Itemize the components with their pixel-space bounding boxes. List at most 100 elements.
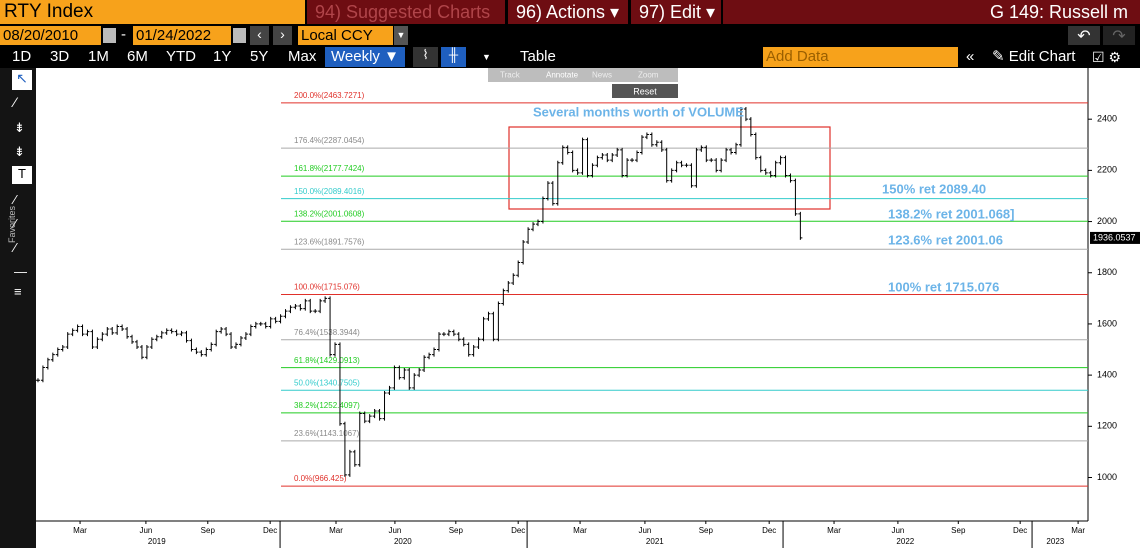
price-bar	[268, 316, 273, 329]
collapse[interactable]: «	[966, 48, 975, 65]
dropdown[interactable]: ▼	[394, 26, 408, 45]
y-tick-label: 2400	[1097, 114, 1117, 124]
price-bar	[486, 311, 491, 321]
price-bar	[501, 288, 506, 306]
price-bar	[397, 365, 402, 380]
price-bar	[605, 153, 610, 163]
calendar-icon[interactable]	[103, 28, 116, 43]
price-bar	[65, 332, 70, 349]
price-bar	[328, 296, 333, 357]
price-bar	[298, 304, 303, 311]
price-bar	[580, 137, 585, 175]
dash: -	[121, 26, 126, 43]
period-button[interactable]: Max	[288, 48, 317, 65]
tool-icons[interactable]: ☑ ⚙	[1092, 49, 1121, 65]
line-icon[interactable]: ⌇	[413, 47, 438, 67]
x-tick-label: Dec	[263, 526, 277, 535]
tool[interactable]: ⁄	[14, 216, 17, 231]
edit-chart[interactable]: ✎ Edit Chart	[992, 48, 1076, 65]
price-bar	[263, 321, 268, 329]
annotation: 138.2% ret 2001.068]	[888, 206, 1014, 221]
tool[interactable]: ≡	[14, 284, 22, 299]
price-bar	[793, 178, 798, 216]
price-bar	[476, 337, 481, 349]
price-bar	[545, 181, 550, 201]
fib-label: 100.0%(1715.076)	[294, 283, 360, 292]
next-button[interactable]: ›	[273, 26, 292, 45]
x-tick-label: Mar	[1071, 526, 1085, 535]
reset-button[interactable]	[612, 84, 678, 98]
price-bar	[209, 342, 214, 352]
period-button[interactable]: 5Y	[250, 48, 269, 65]
price-bar	[654, 140, 659, 147]
x-tick-label: Dec	[1013, 526, 1027, 535]
price-bar	[75, 324, 80, 333]
fib-label: 200.0%(2463.7271)	[294, 91, 365, 100]
tool[interactable]: ⁄	[14, 240, 17, 255]
annotation: 150% ret 2089.40	[882, 181, 986, 196]
bar-icon[interactable]: ╫	[441, 47, 466, 67]
reset-label: Reset	[633, 86, 657, 96]
currency[interactable]: Local CCY	[298, 26, 393, 45]
last-price-label: 1936.0537	[1093, 232, 1136, 242]
price-bar	[229, 332, 234, 349]
price-bar	[105, 327, 110, 337]
period-button[interactable]: 3D	[50, 48, 70, 65]
calendar-icon[interactable]	[233, 28, 246, 43]
price-bar	[189, 338, 194, 352]
dropdown[interactable]: ▼	[482, 52, 491, 62]
price-bar	[387, 385, 392, 396]
price-bar	[516, 260, 521, 278]
price-bar	[323, 296, 328, 303]
price-bar	[644, 132, 649, 140]
undo[interactable]: ↶	[1068, 26, 1100, 45]
price-bar	[585, 137, 590, 178]
tool-label: News	[592, 71, 612, 80]
menu-edit[interactable]: 97) Edit ▾	[631, 0, 721, 24]
price-bar	[456, 332, 461, 342]
year-label: 2019	[148, 537, 166, 546]
prev-button[interactable]: ‹	[250, 26, 269, 45]
period-button[interactable]: 1Y	[213, 48, 232, 65]
draw-tool[interactable]: ⁄	[14, 94, 17, 110]
tool[interactable]: —	[14, 264, 27, 279]
end-date[interactable]: 01/24/2022	[133, 26, 231, 45]
tool[interactable]: ⇟	[14, 120, 25, 135]
annotation: Several months worth of VOLUME	[533, 104, 744, 119]
edit-chart-label: Edit Chart	[1008, 48, 1076, 65]
price-bar	[783, 155, 788, 178]
x-tick-label: Sep	[449, 526, 464, 535]
menu-actions[interactable]: 96) Actions ▾	[508, 0, 628, 24]
period-button[interactable]: 6M	[127, 48, 148, 65]
redo[interactable]: ↷	[1103, 26, 1135, 45]
x-tick-label: Sep	[951, 526, 966, 535]
tool[interactable]: ⁄	[14, 192, 17, 207]
price-bar	[367, 414, 372, 424]
y-tick-label: 2200	[1097, 165, 1117, 175]
price-bar	[248, 324, 253, 337]
period-button[interactable]: YTD	[166, 48, 196, 65]
price-bar	[149, 337, 154, 349]
menu-suggested[interactable]: 94) Suggested Charts	[307, 0, 505, 24]
period-button[interactable]: 1M	[88, 48, 109, 65]
period-button[interactable]: 1D	[12, 48, 32, 65]
start-date[interactable]: 08/20/2010	[0, 26, 101, 45]
price-bar	[313, 309, 318, 314]
pointer-tool[interactable]: ↖	[12, 70, 32, 90]
price-bar	[258, 321, 263, 326]
ticker[interactable]: RTY Index	[0, 0, 305, 24]
tool[interactable]: ⇟	[14, 144, 25, 159]
price-bar	[174, 329, 179, 337]
add-data[interactable]: Add Data	[763, 47, 958, 67]
fib-label: 38.2%(1252.4097)	[294, 401, 360, 410]
price-bar	[753, 132, 758, 160]
price-bar	[639, 135, 644, 155]
price-bar	[669, 168, 674, 183]
frequency[interactable]: Weekly ▼	[325, 47, 405, 67]
favorites[interactable]: Favorites	[7, 205, 17, 243]
table-button[interactable]: Table	[520, 48, 556, 65]
text-tool[interactable]: T	[12, 166, 32, 184]
price-bar	[417, 368, 422, 378]
y-tick-label: 1400	[1097, 369, 1117, 379]
